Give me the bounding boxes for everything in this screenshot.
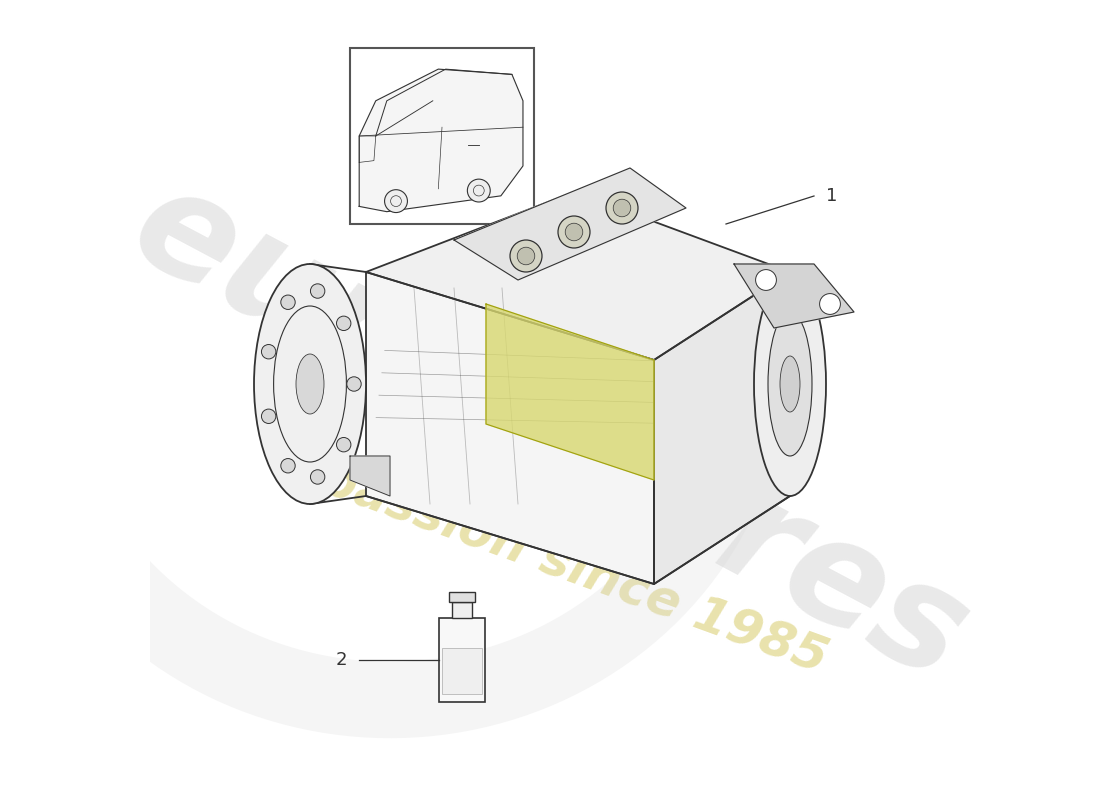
Bar [449,592,475,602]
Circle shape [517,247,535,265]
Circle shape [820,294,840,314]
Circle shape [565,223,583,241]
Polygon shape [366,192,790,360]
Text: a passion since 1985: a passion since 1985 [266,437,834,683]
Circle shape [346,377,361,391]
Circle shape [262,345,276,359]
Circle shape [510,240,542,272]
Circle shape [310,470,324,484]
Circle shape [468,179,491,202]
Ellipse shape [254,264,366,504]
Circle shape [310,284,324,298]
Circle shape [280,458,295,473]
Circle shape [262,409,276,423]
Circle shape [558,216,590,248]
Polygon shape [360,69,522,212]
Circle shape [756,270,777,290]
Ellipse shape [754,272,826,496]
Polygon shape [486,304,654,480]
Polygon shape [454,168,686,280]
Text: eurospares: eurospares [110,154,990,710]
Bar [439,618,485,702]
Text: 2: 2 [336,651,346,669]
Polygon shape [350,456,390,496]
Polygon shape [366,272,654,584]
Polygon shape [654,272,790,584]
Polygon shape [734,264,854,328]
Bar [350,48,534,224]
Circle shape [337,316,351,330]
Text: 1: 1 [826,187,837,205]
Circle shape [337,438,351,452]
Circle shape [613,199,630,217]
Circle shape [385,190,407,213]
Ellipse shape [296,354,324,414]
Circle shape [606,192,638,224]
Bar [452,602,472,618]
Ellipse shape [768,312,812,456]
Ellipse shape [780,356,800,412]
Bar [442,648,482,694]
Circle shape [280,295,295,310]
Bar [350,48,534,224]
